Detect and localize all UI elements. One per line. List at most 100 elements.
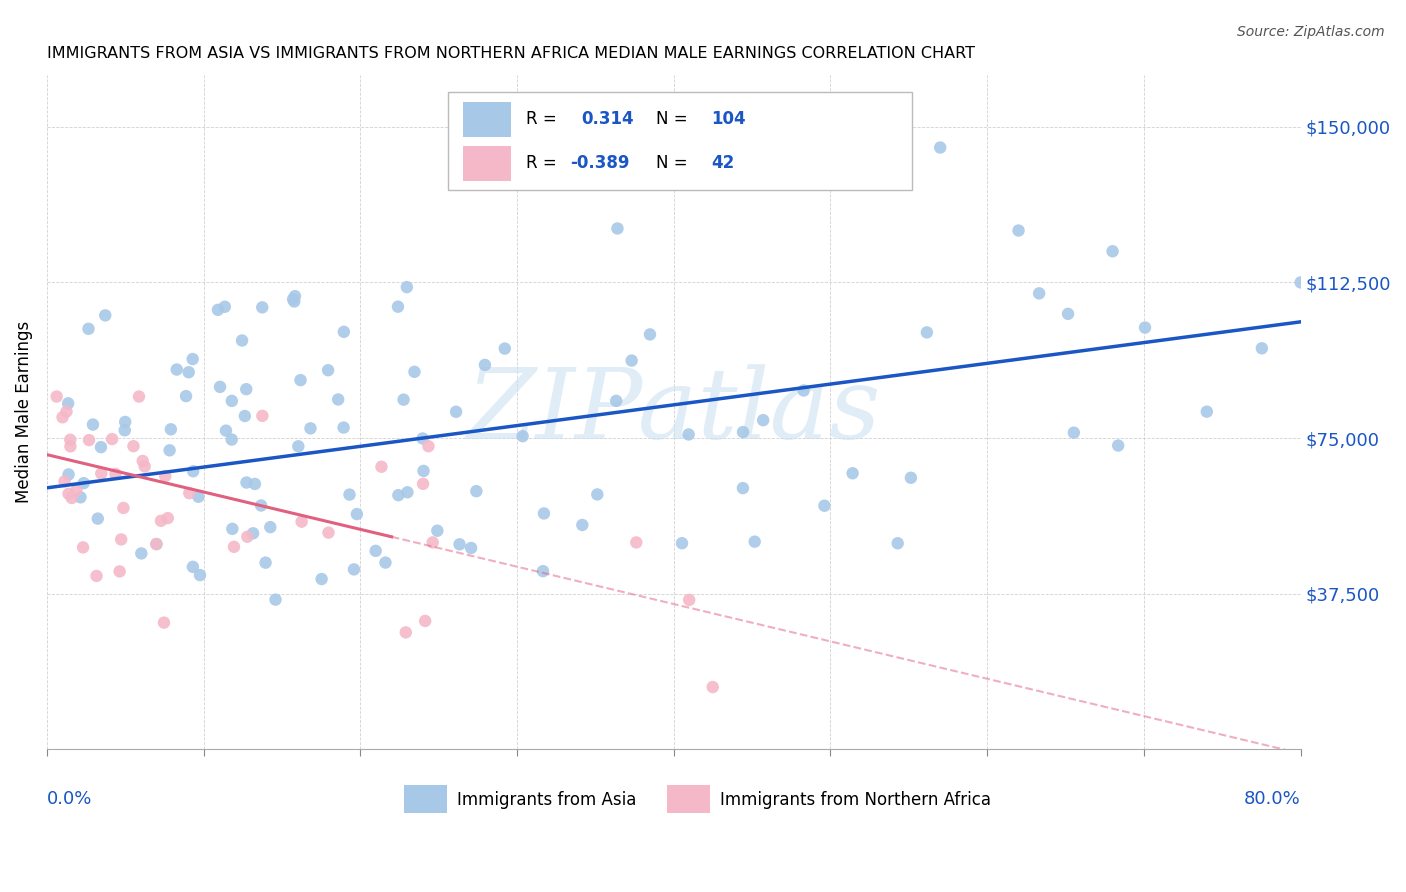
Point — [395, 625, 418, 640]
Point — [58, 487, 80, 501]
Point — [841, 467, 863, 481]
Point — [214, 300, 236, 314]
Point — [364, 544, 387, 558]
Text: Immigrants from Asia: Immigrants from Asia — [457, 791, 637, 809]
Point — [108, 565, 131, 579]
Point — [149, 514, 172, 528]
Point — [159, 443, 181, 458]
Point — [69, 491, 91, 505]
Point — [179, 486, 201, 500]
Point — [250, 499, 273, 513]
Point — [104, 467, 127, 481]
Point — [45, 390, 67, 404]
Point — [512, 429, 534, 443]
Point — [160, 422, 183, 436]
Point — [145, 537, 167, 551]
Point — [281, 292, 304, 306]
Point — [620, 353, 643, 368]
Point — [90, 440, 112, 454]
Point — [1007, 223, 1029, 237]
Point — [626, 535, 648, 549]
Point — [444, 405, 467, 419]
Point — [1057, 307, 1080, 321]
Point — [343, 562, 366, 576]
Point — [744, 534, 766, 549]
Point — [221, 522, 243, 536]
Point — [531, 564, 554, 578]
Point — [236, 530, 259, 544]
Point — [134, 459, 156, 474]
Point — [1101, 244, 1123, 259]
Text: Source: ZipAtlas.com: Source: ZipAtlas.com — [1237, 25, 1385, 39]
Point — [929, 140, 952, 154]
Point — [243, 477, 266, 491]
Point — [449, 537, 471, 551]
Point — [395, 280, 418, 294]
Point — [188, 568, 211, 582]
Point — [328, 392, 350, 407]
Point — [235, 382, 257, 396]
Point — [316, 363, 339, 377]
Text: 0.314: 0.314 — [581, 110, 634, 128]
Point — [1063, 425, 1085, 440]
Text: N =: N = — [657, 154, 693, 172]
Point — [101, 432, 124, 446]
Point — [222, 540, 245, 554]
Point — [793, 384, 815, 398]
Text: 80.0%: 80.0% — [1244, 789, 1301, 808]
Point — [112, 500, 135, 515]
Point — [299, 421, 322, 435]
Text: Immigrants from Northern Africa: Immigrants from Northern Africa — [720, 791, 991, 809]
Point — [128, 390, 150, 404]
Point — [77, 433, 100, 447]
Point — [235, 475, 257, 490]
Point — [86, 569, 108, 583]
FancyBboxPatch shape — [463, 102, 510, 136]
Point — [1107, 438, 1129, 452]
Point — [422, 535, 444, 549]
Text: ZIPatlas: ZIPatlas — [467, 365, 882, 459]
Point — [346, 507, 368, 521]
Text: R =: R = — [526, 110, 562, 128]
Point — [72, 541, 94, 555]
Point — [264, 592, 287, 607]
Point — [465, 484, 488, 499]
Point — [396, 485, 419, 500]
Point — [605, 393, 627, 408]
Point — [387, 300, 409, 314]
Point — [886, 536, 908, 550]
Point — [53, 475, 76, 489]
Point — [131, 546, 153, 560]
Point — [671, 536, 693, 550]
Point — [404, 365, 426, 379]
Point — [207, 302, 229, 317]
Point — [900, 471, 922, 485]
Point — [731, 481, 754, 495]
Point — [155, 469, 177, 483]
Point — [332, 420, 354, 434]
Point — [73, 476, 96, 491]
Point — [221, 393, 243, 408]
Point — [221, 433, 243, 447]
Point — [586, 487, 609, 501]
Point — [702, 680, 724, 694]
Text: 0.0%: 0.0% — [46, 789, 93, 808]
Point — [474, 358, 496, 372]
FancyBboxPatch shape — [463, 145, 510, 181]
Point — [177, 365, 200, 379]
Point — [90, 467, 112, 481]
FancyBboxPatch shape — [449, 92, 912, 189]
Point — [254, 556, 277, 570]
Point — [56, 396, 79, 410]
Point — [606, 221, 628, 235]
Point — [571, 518, 593, 533]
Point — [1028, 286, 1050, 301]
Point — [533, 507, 555, 521]
Point — [494, 342, 516, 356]
Point — [233, 409, 256, 423]
Point — [187, 490, 209, 504]
Point — [412, 432, 434, 446]
Point — [290, 373, 312, 387]
Point — [638, 327, 661, 342]
Point — [60, 491, 83, 505]
